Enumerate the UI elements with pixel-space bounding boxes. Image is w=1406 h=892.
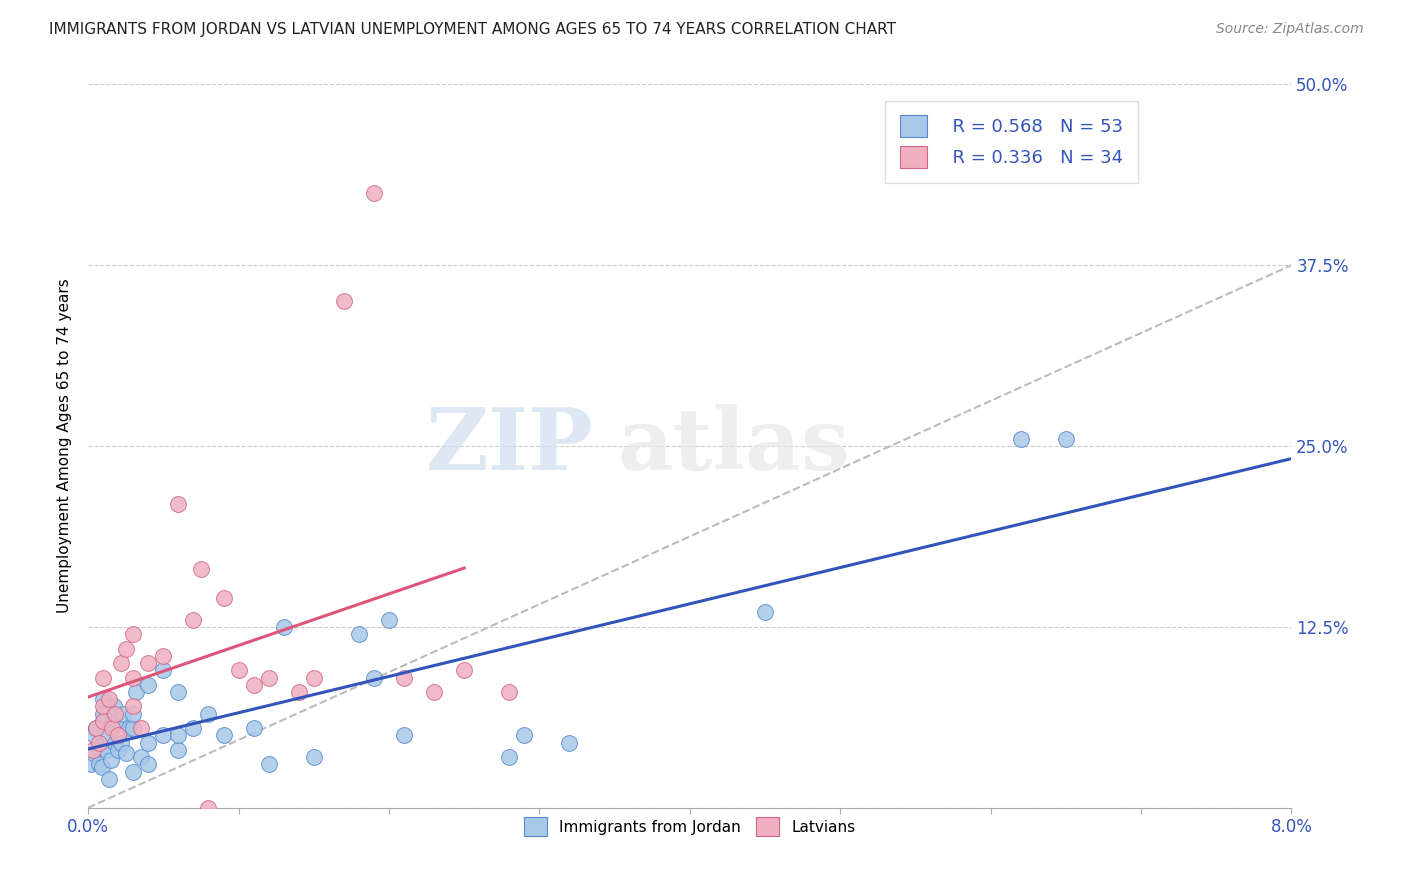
Point bbox=[423, 685, 446, 699]
Point bbox=[118, 721, 141, 735]
Point bbox=[87, 736, 110, 750]
Point bbox=[257, 757, 280, 772]
Text: Source: ZipAtlas.com: Source: ZipAtlas.com bbox=[1216, 22, 1364, 37]
Point bbox=[82, 743, 104, 757]
Point bbox=[98, 692, 121, 706]
Point bbox=[333, 294, 356, 309]
Point bbox=[287, 685, 309, 699]
Point bbox=[80, 757, 103, 772]
Point bbox=[110, 736, 132, 750]
Point bbox=[183, 721, 205, 735]
Point bbox=[498, 685, 520, 699]
Point bbox=[89, 739, 111, 754]
Point bbox=[122, 627, 145, 641]
Point bbox=[136, 678, 159, 692]
Point bbox=[82, 746, 104, 760]
Legend: Immigrants from Jordan, Latvians: Immigrants from Jordan, Latvians bbox=[516, 810, 863, 844]
Point bbox=[114, 746, 136, 760]
Text: ZIP: ZIP bbox=[426, 404, 593, 488]
Point bbox=[136, 757, 159, 772]
Point bbox=[197, 706, 219, 721]
Point bbox=[513, 728, 536, 742]
Point bbox=[107, 728, 129, 742]
Point bbox=[91, 671, 114, 685]
Point bbox=[152, 648, 174, 663]
Point bbox=[453, 663, 475, 677]
Point bbox=[392, 671, 415, 685]
Point bbox=[122, 764, 145, 779]
Point bbox=[96, 743, 118, 757]
Point bbox=[84, 721, 107, 735]
Point bbox=[302, 671, 325, 685]
Point bbox=[129, 721, 152, 735]
Point bbox=[122, 671, 145, 685]
Point bbox=[212, 728, 235, 742]
Point bbox=[167, 685, 190, 699]
Point bbox=[114, 641, 136, 656]
Point bbox=[122, 706, 145, 721]
Point bbox=[1054, 432, 1077, 446]
Point bbox=[87, 757, 110, 772]
Point bbox=[91, 714, 114, 728]
Point bbox=[122, 699, 145, 714]
Point bbox=[302, 750, 325, 764]
Y-axis label: Unemployment Among Ages 65 to 74 years: Unemployment Among Ages 65 to 74 years bbox=[58, 278, 72, 614]
Point bbox=[84, 721, 107, 735]
Point bbox=[183, 613, 205, 627]
Point bbox=[122, 721, 145, 735]
Point bbox=[97, 728, 120, 742]
Point bbox=[91, 714, 114, 728]
Point bbox=[103, 699, 125, 714]
Point bbox=[363, 186, 385, 200]
Point bbox=[91, 692, 114, 706]
Point bbox=[197, 801, 219, 815]
Point bbox=[91, 699, 114, 714]
Point bbox=[129, 750, 152, 764]
Point bbox=[558, 736, 581, 750]
Point bbox=[257, 671, 280, 685]
Point bbox=[167, 497, 190, 511]
Point bbox=[152, 728, 174, 742]
Point bbox=[136, 656, 159, 670]
Point bbox=[101, 716, 124, 731]
Point bbox=[273, 620, 295, 634]
Point bbox=[378, 613, 401, 627]
Point bbox=[98, 772, 121, 786]
Point bbox=[167, 728, 190, 742]
Point bbox=[107, 714, 129, 728]
Text: IMMIGRANTS FROM JORDAN VS LATVIAN UNEMPLOYMENT AMONG AGES 65 TO 74 YEARS CORRELA: IMMIGRANTS FROM JORDAN VS LATVIAN UNEMPL… bbox=[49, 22, 896, 37]
Point bbox=[498, 750, 520, 764]
Point bbox=[90, 760, 112, 774]
Point bbox=[104, 736, 127, 750]
Point bbox=[107, 743, 129, 757]
Point bbox=[136, 736, 159, 750]
Point bbox=[101, 721, 124, 735]
Point bbox=[152, 663, 174, 677]
Point bbox=[228, 663, 250, 677]
Point bbox=[125, 685, 148, 699]
Point bbox=[83, 728, 105, 742]
Point bbox=[392, 728, 415, 742]
Text: atlas: atlas bbox=[617, 404, 851, 488]
Point bbox=[167, 743, 190, 757]
Point bbox=[190, 562, 212, 576]
Point bbox=[104, 706, 127, 721]
Point bbox=[242, 678, 264, 692]
Point bbox=[110, 656, 132, 670]
Point bbox=[100, 753, 122, 767]
Point bbox=[91, 706, 114, 721]
Point bbox=[363, 671, 385, 685]
Point bbox=[242, 721, 264, 735]
Point bbox=[347, 627, 370, 641]
Point bbox=[1010, 432, 1032, 446]
Point bbox=[212, 591, 235, 605]
Point bbox=[111, 706, 134, 721]
Point bbox=[754, 606, 776, 620]
